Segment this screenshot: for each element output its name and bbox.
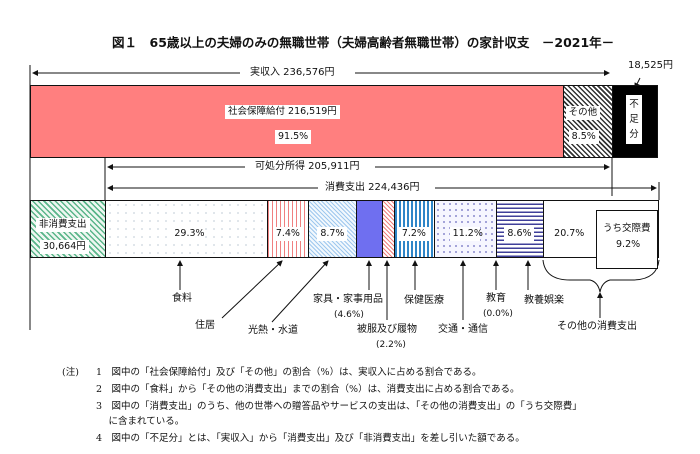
non-consumption-amount: 30,664円 bbox=[40, 240, 89, 254]
note-3: 3 図中の「消費支出」のうち、他の世帯への贈答品やサービスの支出は、「その他の消… bbox=[96, 401, 582, 412]
pct-housing: 7.4% bbox=[272, 227, 303, 241]
label-transport: 交通・通信 bbox=[438, 324, 488, 335]
label-medical: 保健医療 bbox=[404, 295, 444, 306]
label-other: その他の消費支出 bbox=[557, 321, 637, 332]
arrow-utilities bbox=[271, 260, 329, 323]
consumption-label: 消費支出 224,436円 bbox=[325, 182, 420, 193]
bar-furniture bbox=[356, 200, 383, 258]
note-4: 4 図中の「不足分」とは、「実収入」から「消費支出」及び「非消費支出」を差し引い… bbox=[96, 433, 525, 444]
shortfall-amount: 18,525円 bbox=[628, 60, 673, 71]
label-culture: 教養娯楽 bbox=[524, 295, 564, 306]
social-security-pct: 91.5% bbox=[275, 130, 312, 144]
note-3-cont: に含まれている。 bbox=[96, 416, 185, 427]
pct-food: 29.3% bbox=[171, 227, 205, 241]
bar-utilities bbox=[308, 200, 358, 258]
pct-medical: 7.2% bbox=[398, 227, 429, 241]
other-brace bbox=[542, 259, 660, 293]
shortfall-label: 不足分 bbox=[626, 95, 642, 144]
chart-title: 図１ 65歳以上の夫婦のみの無職世帯（夫婦高齢者無職世帯）の家計収支 －2021… bbox=[112, 35, 615, 50]
arrow-housing bbox=[221, 260, 283, 319]
label-housing: 住居 bbox=[195, 320, 215, 331]
income-label: 実収入 236,576円 bbox=[250, 67, 335, 78]
note-1: 1 図中の「社会保障給付」及び「その他」の割合（%）は、実収入に占める割合である… bbox=[96, 367, 482, 378]
label-education-pct: (0.0%) bbox=[483, 309, 513, 319]
non-consumption-label: 非消費支出 bbox=[36, 218, 90, 232]
label-education: 教育 bbox=[486, 293, 506, 304]
label-utilities: 光熱・水道 bbox=[248, 325, 298, 336]
disposable-label: 可処分所得 205,911円 bbox=[255, 161, 360, 172]
pct-other: 20.7% bbox=[551, 227, 588, 241]
label-food: 食料 bbox=[172, 293, 192, 304]
bar-clothing bbox=[381, 200, 395, 258]
label-clothing-pct: (2.2%) bbox=[376, 340, 406, 350]
bar-social-security bbox=[30, 85, 564, 158]
other-income-label: その他 bbox=[565, 106, 601, 120]
bar-other-income bbox=[562, 85, 613, 158]
note-2: 2 図中の「食料」から「その他の消費支出」までの割合（%）は、消費支出に占める割… bbox=[96, 384, 520, 395]
label-furniture: 家具・家事用品 bbox=[313, 294, 383, 305]
sub-item-pct: 9.2% bbox=[613, 238, 644, 252]
label-furniture-pct: (4.6%) bbox=[334, 310, 364, 320]
pct-transport: 11.2% bbox=[449, 227, 483, 241]
pct-culture: 8.6% bbox=[504, 227, 535, 241]
sub-item-label: うち交際費 bbox=[600, 222, 654, 236]
notes-head: (注) bbox=[62, 367, 79, 378]
other-income-pct: 8.5% bbox=[568, 130, 599, 144]
pct-utilities: 8.7% bbox=[317, 227, 348, 241]
label-clothing: 被服及び履物 bbox=[357, 324, 417, 335]
social-security-label: 社会保障給付 216,519円 bbox=[225, 105, 340, 119]
